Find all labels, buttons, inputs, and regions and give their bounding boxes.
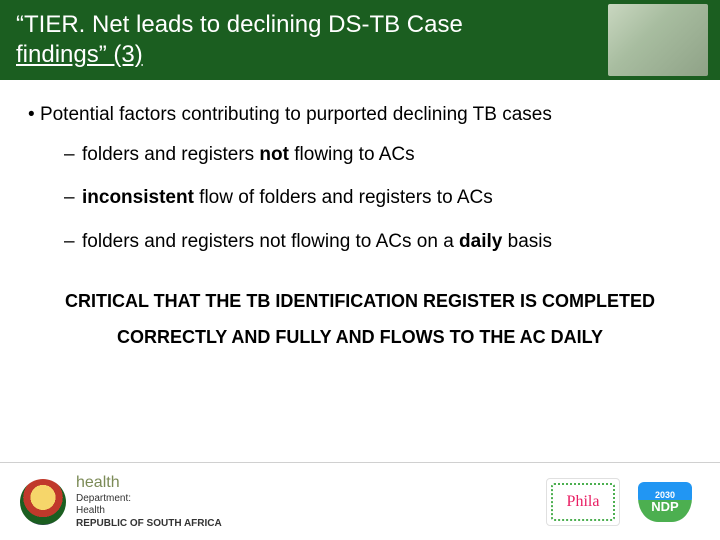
footer: health Department: Health REPUBLIC OF SO… bbox=[0, 462, 720, 540]
sub-bullet-3: folders and registers not flowing to ACs… bbox=[64, 229, 692, 255]
header-photo bbox=[608, 4, 708, 76]
sub2-post: flow of folders and registers to ACs bbox=[194, 187, 493, 208]
sub1-post: flowing to ACs bbox=[289, 144, 415, 165]
sub1-bold: not bbox=[259, 144, 289, 165]
sub-bullet-list: folders and registers not flowing to ACs… bbox=[28, 142, 692, 255]
slide-body: Potential factors contributing to purpor… bbox=[0, 80, 720, 355]
dept-text-block: health Department: Health REPUBLIC OF SO… bbox=[76, 473, 222, 531]
ndp-name: NDP bbox=[651, 500, 678, 513]
coat-of-arms-icon bbox=[20, 479, 66, 525]
sub3-post: basis bbox=[502, 231, 552, 252]
sub-bullet-2: inconsistent flow of folders and registe… bbox=[64, 185, 692, 211]
sub1-pre: folders and registers bbox=[82, 144, 259, 165]
sub2-bold: inconsistent bbox=[82, 187, 194, 208]
dept-line1: Department: bbox=[76, 493, 131, 504]
main-bullet-text: Potential factors contributing to purpor… bbox=[40, 104, 552, 125]
phila-text: Phila bbox=[567, 493, 600, 511]
phila-logo: Phila bbox=[546, 478, 620, 526]
ndp-badge: 2030 NDP bbox=[638, 482, 692, 522]
dept-title: health bbox=[76, 473, 222, 493]
title-line1: “TIER. Net leads to declining DS-TB Case bbox=[16, 11, 463, 38]
slide-title: “TIER. Net leads to declining DS-TB Case… bbox=[16, 10, 463, 70]
sub3-pre: folders and registers not flowing to ACs… bbox=[82, 231, 459, 252]
main-bullet-item: Potential factors contributing to purpor… bbox=[28, 102, 692, 128]
sub3-bold: daily bbox=[459, 231, 502, 252]
dept-line2: Health bbox=[76, 505, 105, 516]
dept-line3: REPUBLIC OF SOUTH AFRICA bbox=[76, 518, 222, 529]
ndp-logo: 2030 NDP bbox=[630, 478, 700, 526]
title-line2: findings” (3) bbox=[16, 41, 143, 68]
sub-bullet-1: folders and registers not flowing to ACs bbox=[64, 142, 692, 168]
header-bar: “TIER. Net leads to declining DS-TB Case… bbox=[0, 0, 720, 80]
main-bullet-list: Potential factors contributing to purpor… bbox=[28, 102, 692, 128]
critical-statement: CRITICAL THAT THE TB IDENTIFICATION REGI… bbox=[38, 283, 682, 355]
